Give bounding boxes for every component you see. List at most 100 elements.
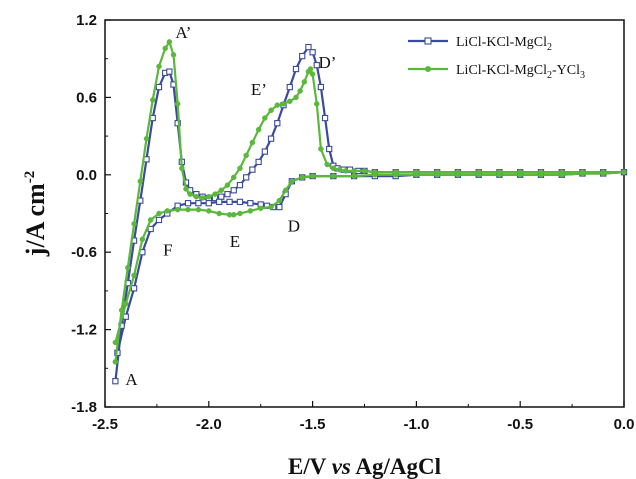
data-point <box>274 120 281 127</box>
y-tick-label: -1.2 <box>71 322 97 339</box>
data-point <box>147 217 154 223</box>
data-point <box>230 174 237 181</box>
legend-label-sub: 2 <box>547 70 552 81</box>
data-point <box>236 198 244 206</box>
data-point <box>496 172 503 178</box>
x-tick-label: -1.5 <box>300 416 326 433</box>
data-point <box>621 169 627 175</box>
data-point <box>351 168 357 174</box>
data-point <box>174 101 181 107</box>
data-point <box>112 378 119 385</box>
data-point <box>343 168 349 174</box>
data-point <box>147 225 154 233</box>
annotation-label: A <box>125 370 138 389</box>
data-point <box>216 210 222 217</box>
data-point <box>237 165 243 172</box>
data-point <box>237 210 243 217</box>
x-axis-title-rest: Ag/AgCl <box>351 454 441 479</box>
series-line-2 <box>114 40 626 362</box>
data-point <box>289 178 295 184</box>
data-point <box>164 208 171 214</box>
data-point <box>351 173 357 179</box>
data-point <box>324 161 330 168</box>
data-point <box>131 221 137 227</box>
data-point <box>206 208 212 214</box>
data-point <box>321 114 329 122</box>
data-point <box>255 126 262 133</box>
data-point <box>299 174 305 181</box>
series-group-1 <box>112 43 628 385</box>
data-point <box>558 172 565 178</box>
data-point <box>139 236 146 243</box>
data-point <box>249 139 256 146</box>
y-tick-label: 0.0 <box>76 167 97 184</box>
data-point <box>318 146 324 152</box>
data-point <box>267 135 275 142</box>
x-axis-title: E/V vs Ag/AgCl <box>288 454 441 479</box>
data-point <box>268 204 274 210</box>
annotation-label: D <box>288 216 300 235</box>
legend-label-main: LiCl-KCl-MgCl <box>456 63 547 78</box>
data-point <box>179 165 185 172</box>
data-point <box>247 208 254 214</box>
legend-entry-1: LiCl-KCl-MgCl2 <box>408 35 552 53</box>
data-point <box>434 172 440 178</box>
data-point <box>297 88 303 94</box>
x-tick-label: -0.5 <box>507 416 533 433</box>
legend-label: LiCl-KCl-MgCl2-YCl3 <box>456 63 585 81</box>
data-point <box>130 285 138 292</box>
data-point <box>361 168 368 174</box>
series-group-2 <box>112 39 627 365</box>
y-axis-title-sup: -2 <box>22 171 38 184</box>
data-point <box>131 272 137 279</box>
data-point <box>236 181 244 189</box>
data-point <box>299 52 306 60</box>
data-point <box>156 63 162 70</box>
legend-marker <box>424 37 432 45</box>
data-point <box>255 158 262 166</box>
data-point <box>293 94 299 101</box>
data-point <box>301 79 308 85</box>
data-point <box>218 193 225 200</box>
data-point <box>307 66 314 72</box>
data-point <box>517 172 523 178</box>
annotation-label: A’ <box>175 23 191 42</box>
data-point <box>372 172 378 178</box>
data-point <box>174 120 181 127</box>
data-point <box>280 101 287 107</box>
data-point <box>313 61 320 69</box>
x-tick-label: -2.0 <box>196 416 222 433</box>
data-point <box>257 205 264 212</box>
data-point <box>292 65 300 73</box>
x-tick-label: -1.0 <box>403 416 429 433</box>
data-point <box>224 182 231 188</box>
data-point <box>118 307 125 313</box>
data-point <box>392 172 399 178</box>
y-axis-title: j/A cm-2 <box>21 171 50 257</box>
data-point <box>262 115 268 121</box>
data-point <box>326 145 333 153</box>
data-point <box>600 170 606 177</box>
data-point <box>268 107 274 114</box>
data-point <box>336 166 343 173</box>
data-point <box>243 152 249 159</box>
data-point <box>243 174 250 181</box>
data-point <box>309 173 316 179</box>
data-point <box>193 193 200 200</box>
legend-label: LiCl-KCl-MgCl2 <box>456 35 552 53</box>
data-point <box>162 45 168 52</box>
data-point <box>205 200 212 207</box>
y-tick-label: 1.2 <box>76 12 97 29</box>
data-point <box>261 148 269 155</box>
data-point <box>309 71 316 77</box>
data-point <box>199 195 206 201</box>
data-point <box>137 178 144 184</box>
annotation-label: D’ <box>319 53 337 72</box>
annotation-label: E’ <box>251 80 267 99</box>
data-point <box>185 206 191 213</box>
data-point <box>155 83 163 91</box>
y-tick-label: -0.6 <box>71 244 97 261</box>
y-axis-title-main: j/A cm <box>21 183 50 257</box>
data-point <box>475 172 482 178</box>
